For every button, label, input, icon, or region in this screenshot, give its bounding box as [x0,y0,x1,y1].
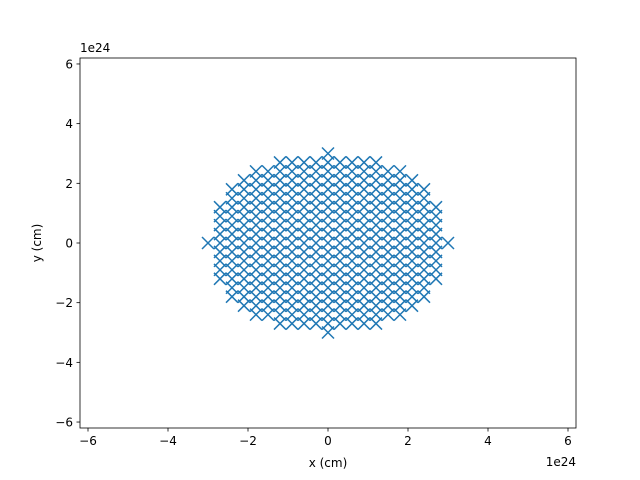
x-axis-label: x (cm) [309,456,348,470]
y-tick-label: −2 [55,296,73,310]
y-axis-offset-label: 1e24 [80,41,110,55]
y-tick-label: 0 [65,237,73,251]
scatter-point [213,200,227,214]
scatter-point [321,146,335,161]
x-tick-label: −6 [79,434,97,448]
y-tick-label: −4 [55,356,73,370]
scatter-point [417,182,431,196]
x-tick-label: 6 [564,434,572,448]
y-tick-label: −6 [55,416,73,430]
scatter-point [405,173,419,187]
scatter-point [381,164,395,178]
scatter-points [201,146,455,340]
scatter-point [297,155,311,169]
scatter-point [273,155,287,169]
x-tick-label: −2 [239,434,257,448]
y-tick-label: 2 [65,177,73,191]
x-tick-label: 4 [484,434,492,448]
scatter-point [393,164,407,178]
x-tick-label: 2 [404,434,412,448]
scatter-point [333,155,347,169]
y-axis-label: y (cm) [30,224,44,263]
x-axis-offset-label: 1e24 [546,455,576,469]
scatter-point [249,164,263,178]
x-axis-ticks: −6 −4 −2 0 2 4 6 [79,428,572,448]
x-tick-label: 0 [324,434,332,448]
y-tick-label: 6 [65,57,73,71]
scatter-point [285,155,299,169]
scatter-point [225,182,239,196]
scatter-point [261,164,275,178]
scatter-point [357,155,371,169]
scatter-point [441,236,455,250]
y-tick-label: 4 [65,117,73,131]
scatter-point [309,155,323,169]
scatter-point [201,236,215,250]
scatter-point [429,200,443,214]
scatter-point [345,155,359,169]
scatter-point [369,155,383,169]
x-tick-label: −4 [159,434,177,448]
scatter-point [237,173,251,187]
y-axis-ticks: −6 −4 −2 0 2 4 6 [55,57,80,430]
